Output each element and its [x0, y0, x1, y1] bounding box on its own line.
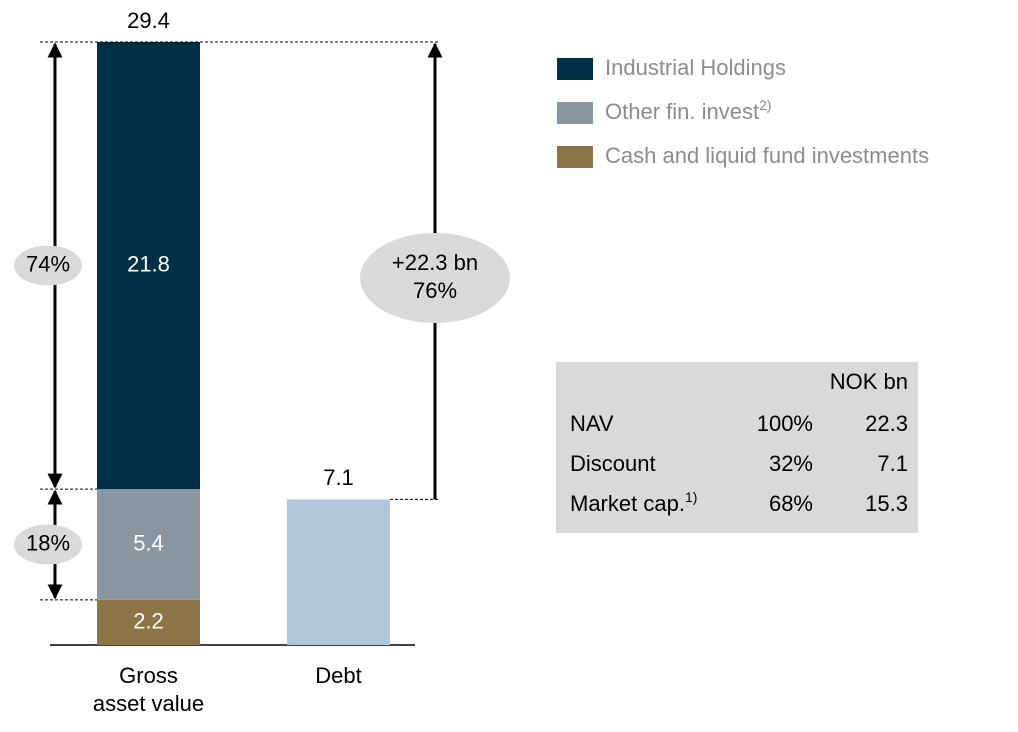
table-share: 32%: [769, 451, 813, 476]
annotation-text: 76%: [413, 278, 457, 303]
table-label-text: NAV: [570, 411, 614, 436]
legend-text: Other fin. invest: [605, 99, 759, 124]
total-label: 7.1: [323, 465, 354, 490]
annotation-text: +22.3 bn: [392, 250, 478, 275]
legend-text: Industrial Holdings: [605, 55, 786, 80]
table-share: 68%: [769, 491, 813, 516]
x-tick-label: Gross asset value: [92, 663, 205, 716]
table-box: [556, 362, 918, 533]
legend-text: Cash and liquid fund investments: [605, 143, 929, 168]
annotation-text: 18%: [26, 530, 70, 555]
data-label: 5.4: [133, 530, 164, 555]
data-label: 2.2: [133, 608, 164, 633]
annotation-bubble: [14, 245, 82, 286]
table-share: 100%: [757, 411, 813, 436]
legend-label: Industrial Holdings: [605, 55, 786, 80]
table-label: Market cap.1): [570, 489, 697, 516]
table-label: NAV: [570, 411, 614, 436]
bar-segment: [97, 489, 200, 600]
annotation-bubble: [360, 233, 510, 323]
legend-swatch: [557, 58, 593, 80]
total-label: 29.4: [127, 8, 170, 33]
legend-label: Other fin. invest2): [605, 97, 772, 124]
bar-segment: [97, 599, 200, 645]
table-label-text: Discount: [570, 451, 656, 476]
table-label-text: Market cap.: [570, 491, 685, 516]
annotation-bubble: [14, 524, 82, 565]
table-note: 1): [685, 489, 697, 505]
legend-swatch: [557, 102, 593, 124]
table-label: Discount: [570, 451, 656, 476]
legend-label: Cash and liquid fund investments: [605, 143, 929, 168]
table-value: 7.1: [877, 451, 908, 476]
annotation-text: 74%: [26, 251, 70, 276]
table-header: NOK bn: [830, 369, 908, 394]
bar-segment: [97, 42, 200, 490]
table-value: 15.3: [865, 491, 908, 516]
x-tick-label: Debt: [315, 663, 362, 688]
table-value: 22.3: [865, 411, 908, 436]
data-label: 21.8: [127, 251, 170, 276]
legend-note: 2): [759, 97, 771, 113]
legend-swatch: [557, 146, 593, 168]
bar-segment: [287, 499, 390, 645]
